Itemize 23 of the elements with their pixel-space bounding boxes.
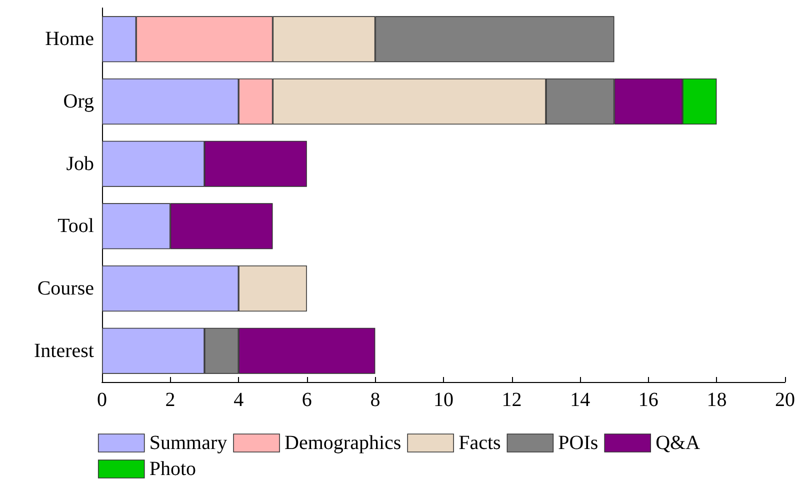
legend-label: Photo (149, 458, 196, 480)
x-tick-label: 18 (706, 389, 727, 411)
x-tick-label: 6 (302, 389, 312, 411)
y-tick-label: Tool (58, 215, 94, 238)
x-tick-label: 0 (97, 389, 107, 411)
x-tick-label: 20 (775, 389, 795, 411)
x-tick-label: 4 (234, 389, 244, 411)
x-tick-label: 10 (434, 389, 454, 411)
y-tick-label: Course (37, 278, 94, 300)
x-tick-label: 14 (570, 389, 590, 411)
legend-label: POIs (558, 432, 598, 454)
legend-label: Q&A (656, 432, 701, 454)
y-tick-label: Org (63, 90, 94, 112)
x-tick-label: 12 (502, 389, 522, 411)
y-tick-label: Interest (34, 340, 94, 362)
y-tick-label: Home (45, 28, 94, 50)
legend-label: Summary (149, 432, 228, 454)
x-tick-label: 8 (370, 389, 380, 411)
x-tick-label: 2 (165, 389, 176, 411)
legend-label: Facts (458, 432, 501, 454)
x-tick-label: 16 (638, 389, 658, 411)
legend-label: Demographics (284, 432, 402, 454)
y-tick-label: Job (66, 152, 94, 175)
